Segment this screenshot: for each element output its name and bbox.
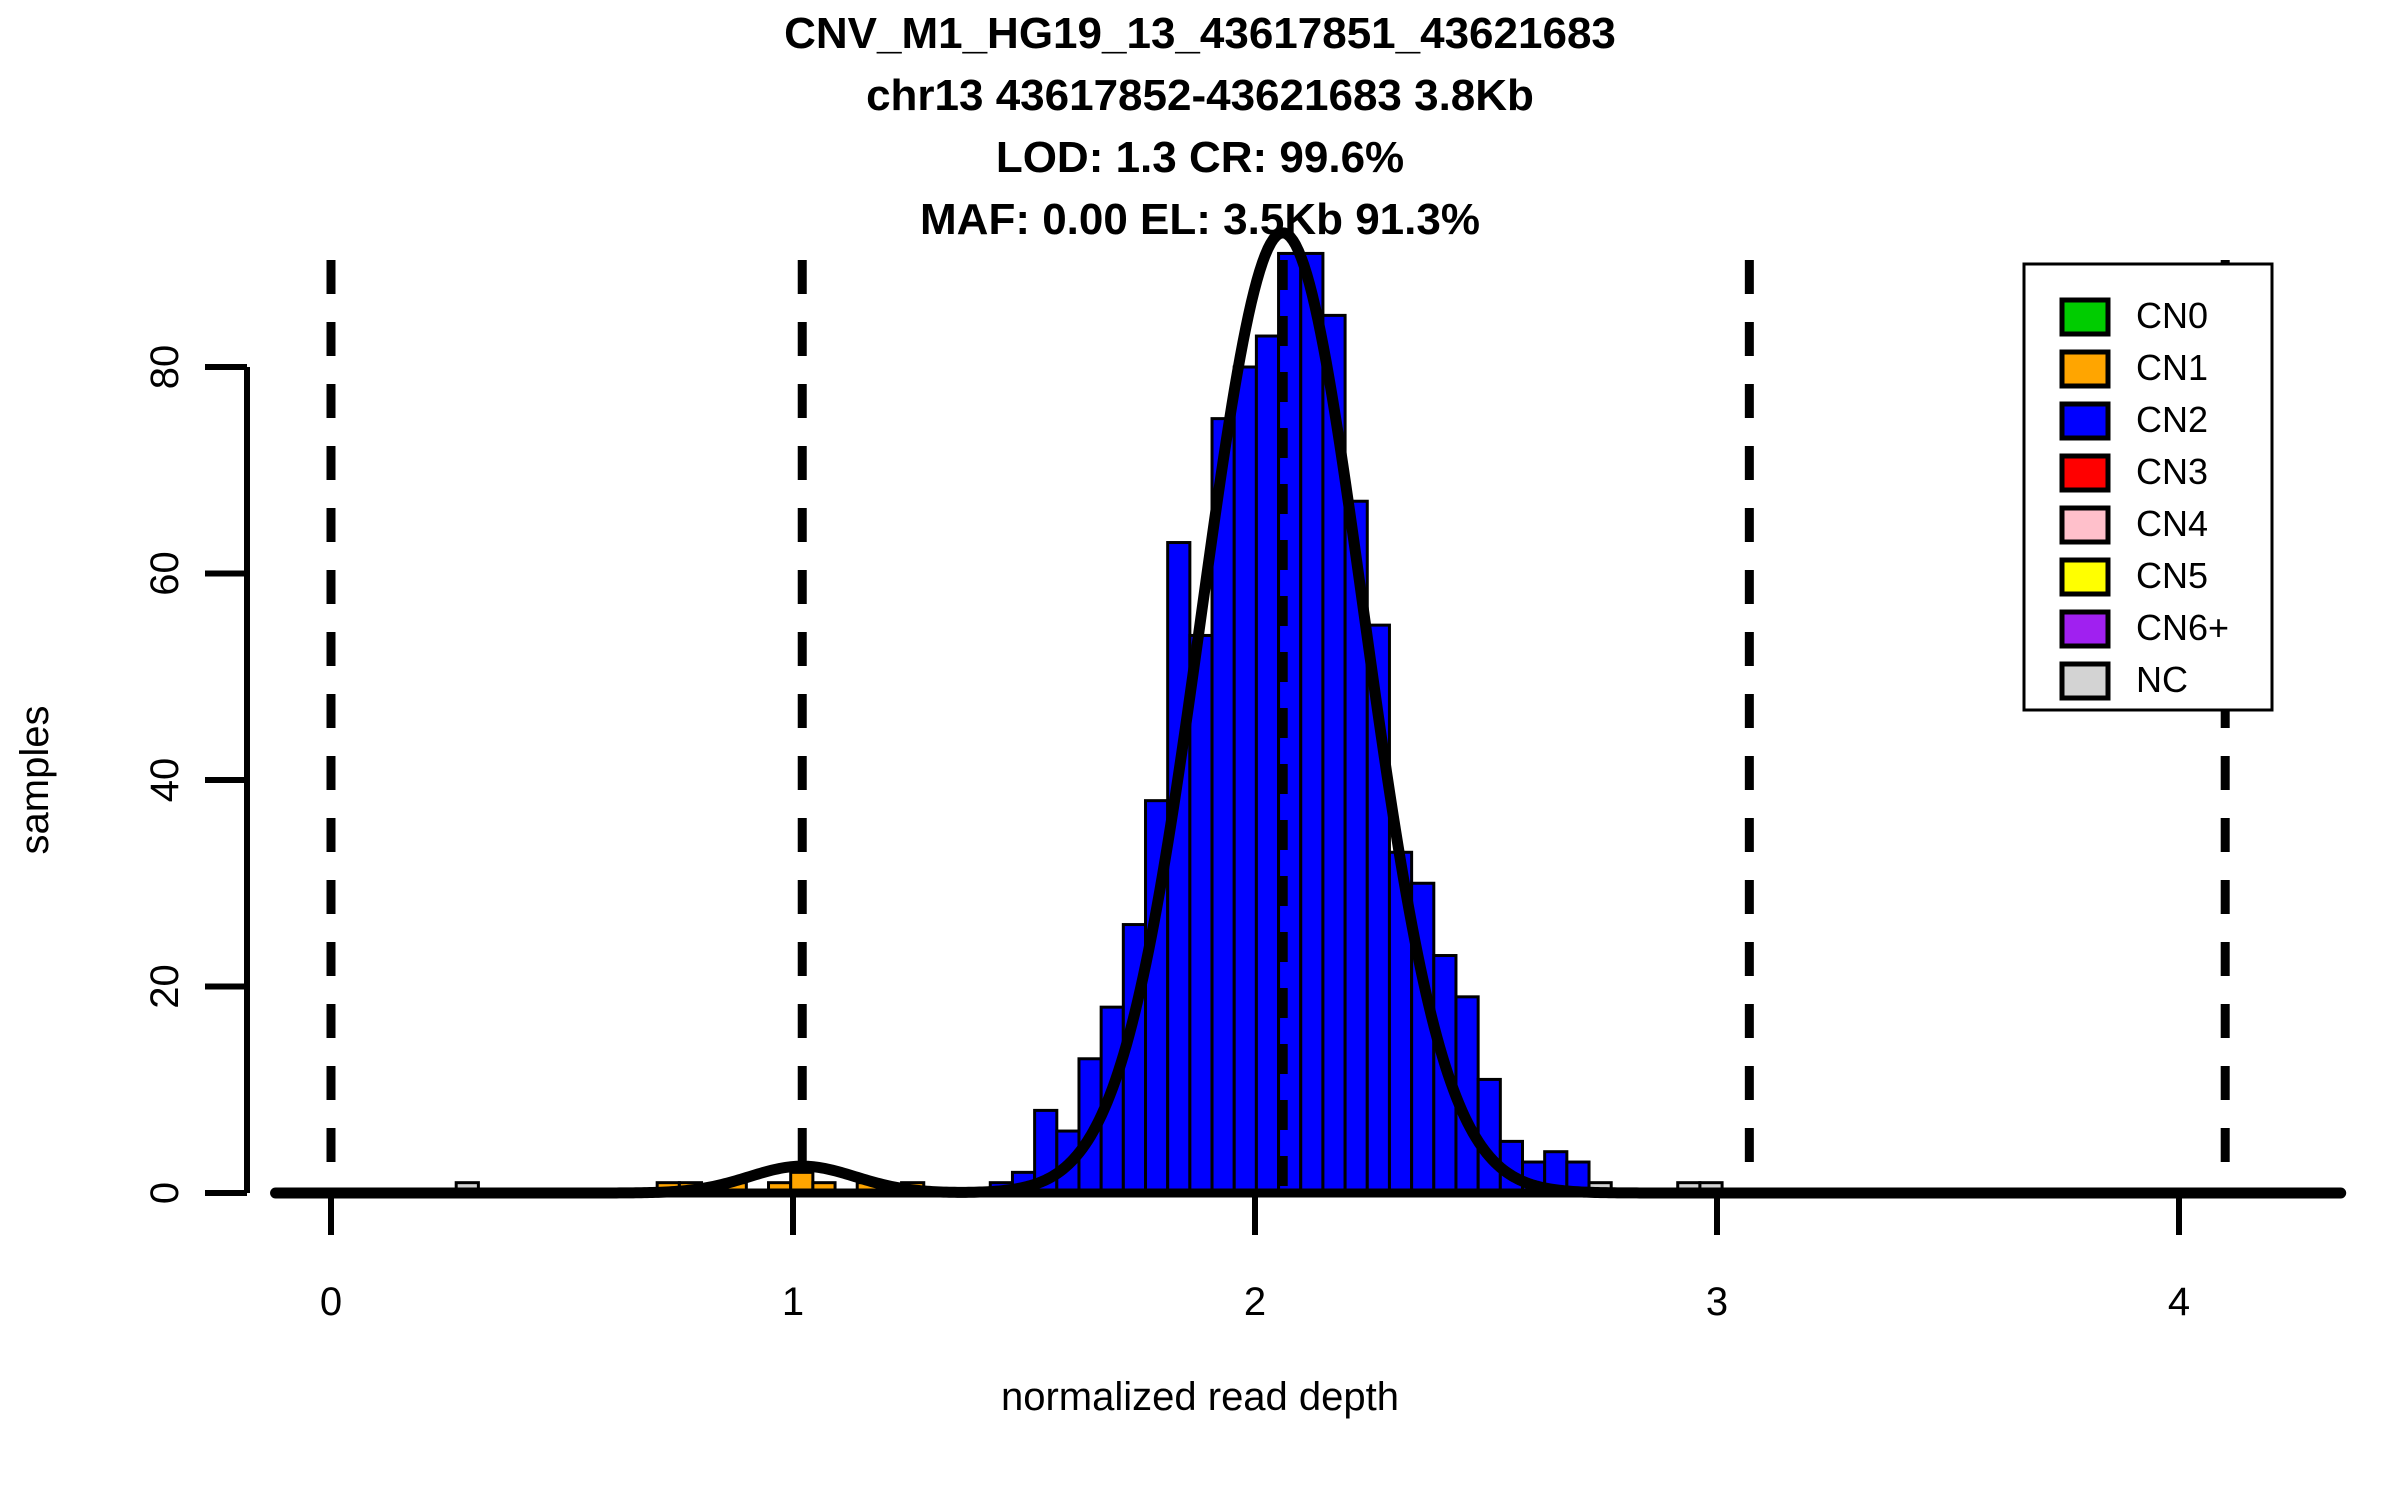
y-tick-label-40: 40 [143,758,187,803]
legend-swatch-cn0 [2059,297,2111,337]
legend-swatch-cn1 [2059,349,2111,389]
legend-swatch-nc [2059,661,2111,701]
legend-label-cn5: CN5 [2136,555,2208,596]
y-tick-label-60: 60 [143,551,187,596]
x-axis-label: normalized read depth [1001,1375,1399,1419]
y-axis-label: samples [13,706,57,855]
figure-title-line-1: CNV_M1_HG19_13_43617851_43621683 [784,9,1616,58]
histogram-bar [1254,334,1281,1195]
histogram-bar [1232,365,1258,1195]
legend-items: CN0 CN1 CN2 CN3 CN4 CN5 CN6+ NC [2059,295,2229,701]
legend-swatch-cn2 [2059,401,2111,441]
legend-swatch-cn5 [2059,557,2111,597]
legend-label-cn3: CN3 [2136,451,2208,492]
x-tick-label-2: 2 [1244,1280,1266,1324]
histogram-bar [1299,251,1325,1195]
x-tick-label-1: 1 [782,1280,804,1324]
figure-title-line-2: chr13 43617852-43621683 3.8Kb [866,71,1534,120]
y-axis-ticklabels: 0 20 40 60 80 [143,345,187,1204]
legend-swatch-cn6plus [2059,609,2111,649]
histogram-bar [1188,633,1214,1195]
y-tick-label-0: 0 [143,1182,187,1204]
figure-title-line-3: LOD: 1.3 CR: 99.6% [996,133,1404,182]
y-tick-label-80: 80 [143,345,187,390]
y-tick-label-20: 20 [143,964,187,1009]
legend-label-nc: NC [2136,659,2188,700]
legend-label-cn4: CN4 [2136,503,2208,544]
histogram-bars [454,251,1724,1195]
histogram-bar [1476,1077,1502,1195]
x-tick-label-3: 3 [1706,1280,1728,1324]
legend-label-cn1: CN1 [2136,347,2208,388]
x-tick-label-0: 0 [320,1280,342,1324]
histogram-bar [1166,541,1192,1195]
legend-label-cn2: CN2 [2136,399,2208,440]
legend-swatch-cn4 [2059,505,2111,545]
plot-axes [205,364,2341,1235]
legend: CN0 CN1 CN2 CN3 CN4 CN5 CN6+ NC [2022,262,2274,712]
legend-swatch-cn3 [2059,453,2111,493]
figure-title-line-4: MAF: 0.00 EL: 3.5Kb 91.3% [920,195,1480,244]
legend-label-cn0: CN0 [2136,295,2208,336]
legend-label-cn6plus: CN6+ [2136,607,2229,648]
x-tick-label-4: 4 [2168,1280,2190,1324]
x-axis-ticklabels: 0 1 2 3 4 [320,1280,2190,1324]
